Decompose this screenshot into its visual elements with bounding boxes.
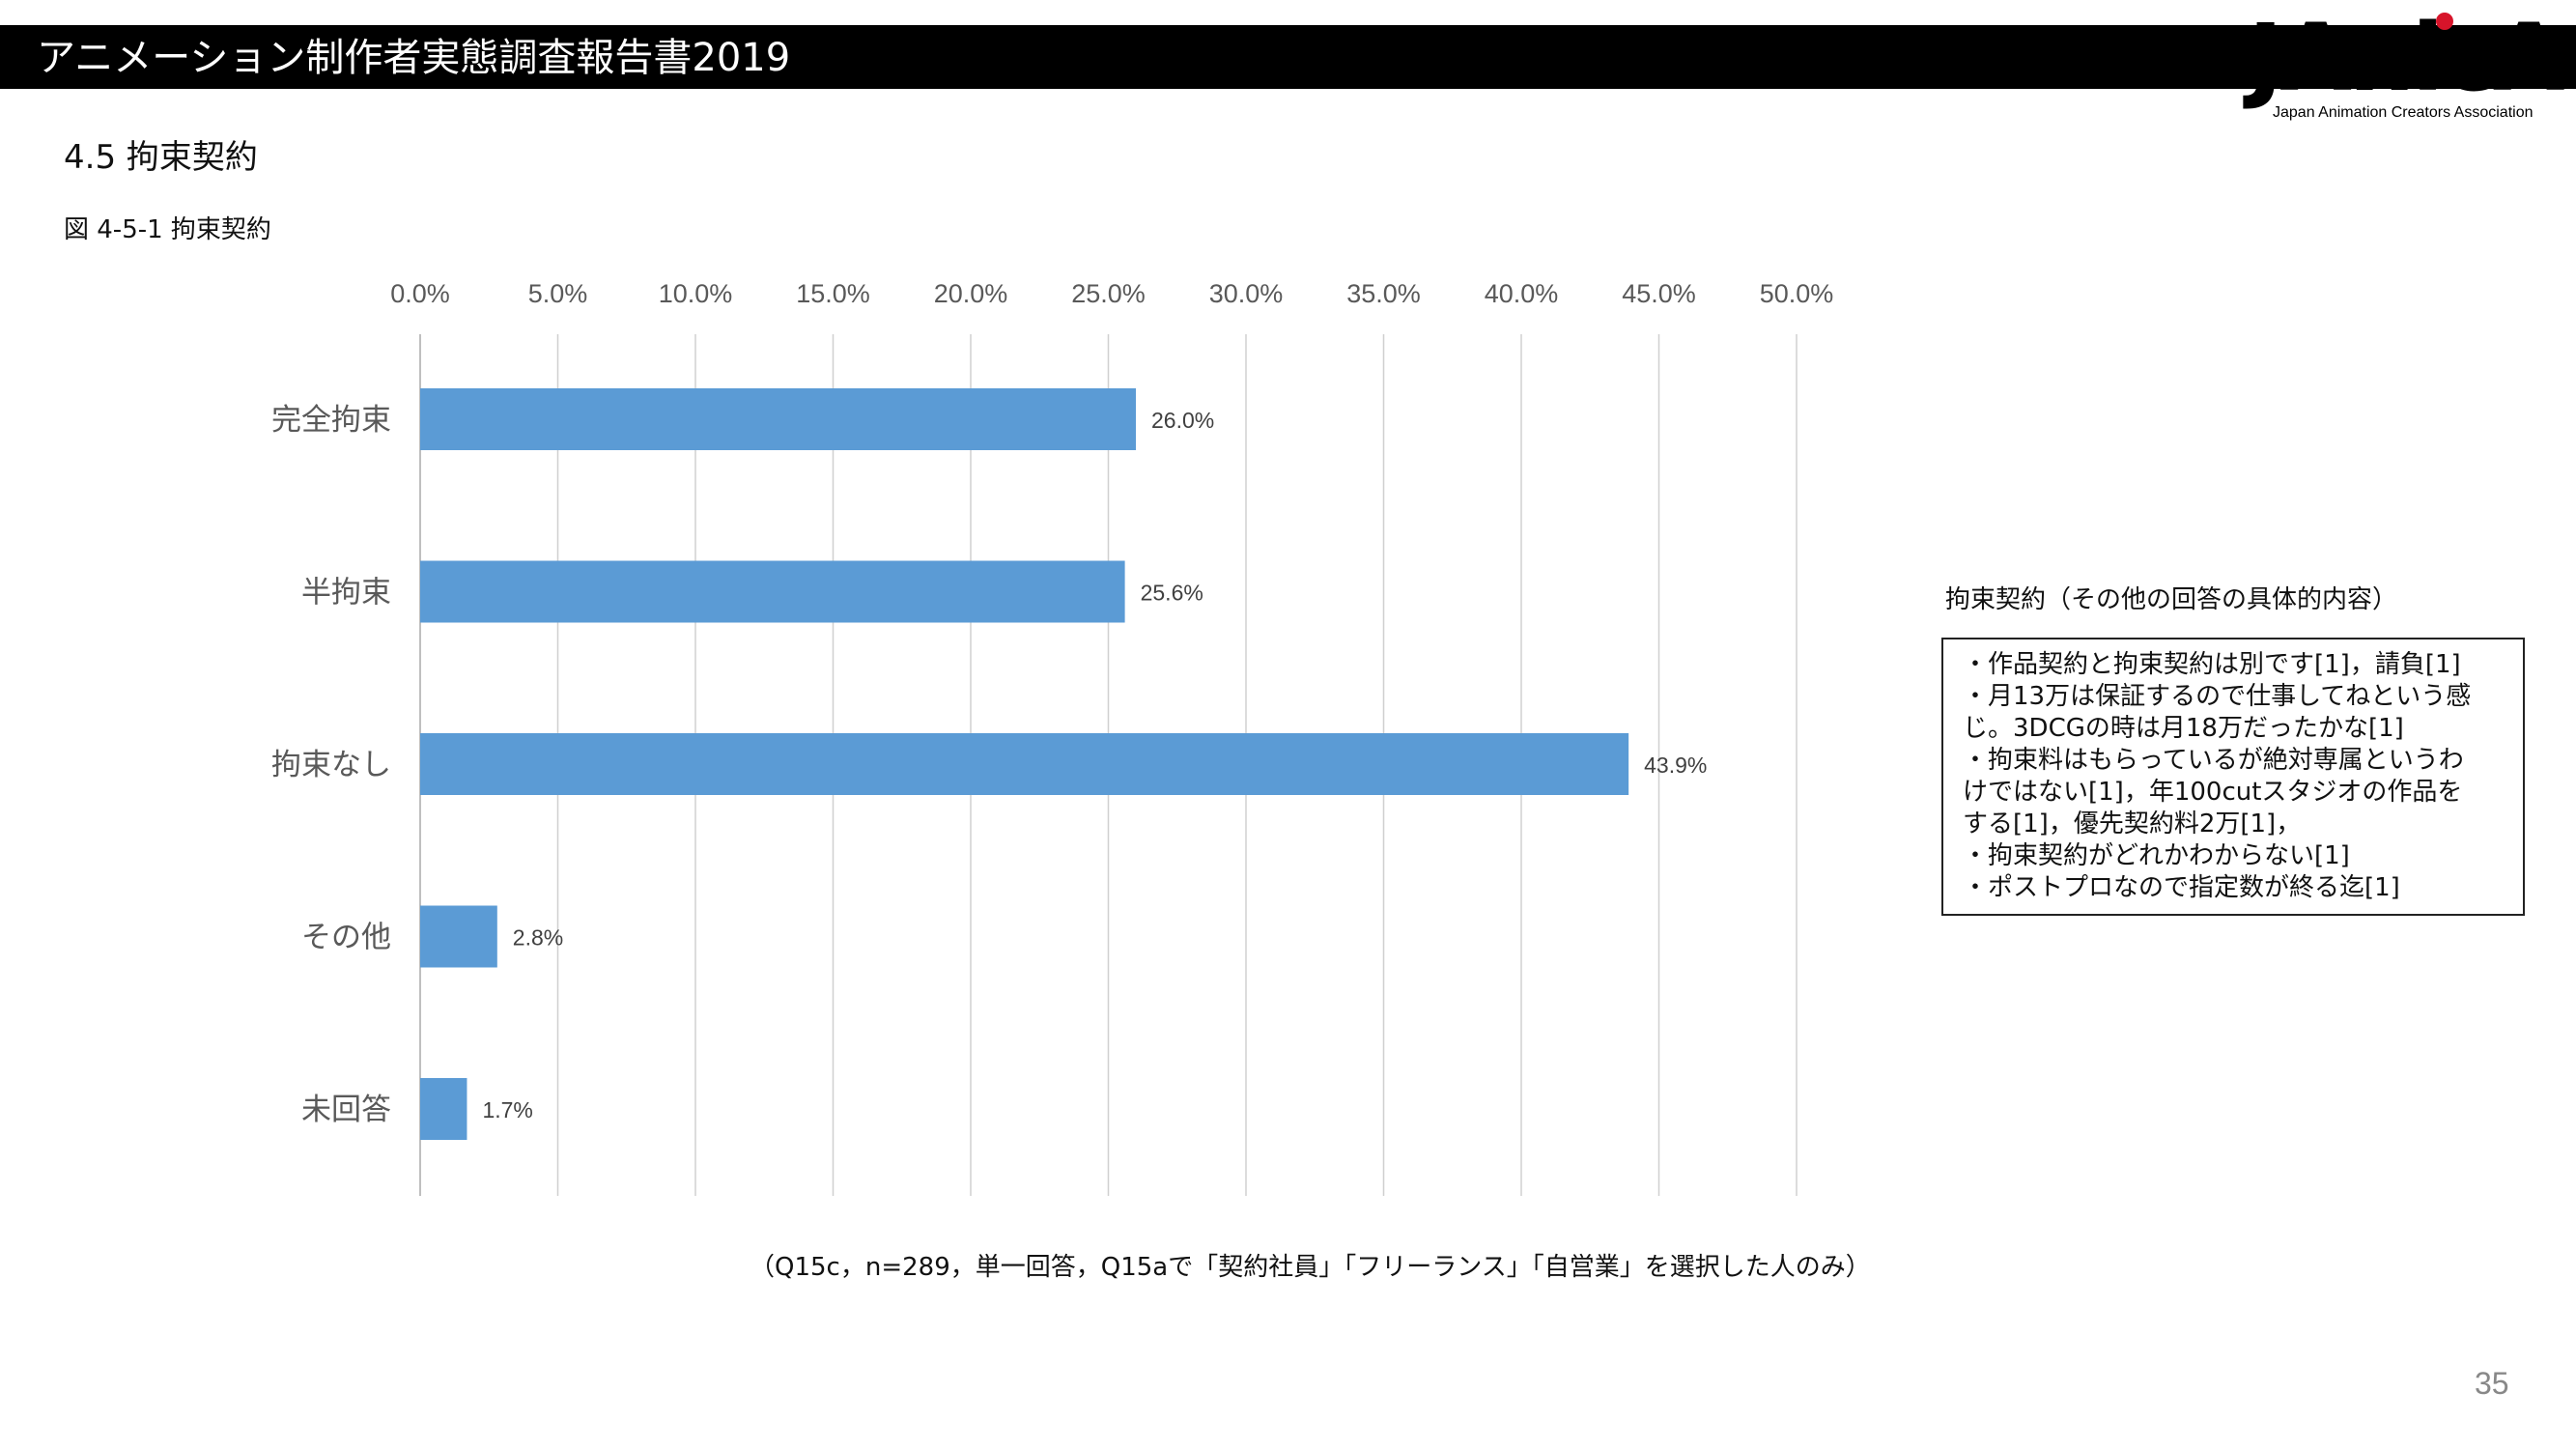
other-answer-line: ・月13万は保証するので仕事してねという感 xyxy=(1963,682,2472,711)
category-label: 半拘束 xyxy=(301,576,391,610)
data-label: 2.8% xyxy=(513,925,563,951)
other-answer-line: ・拘束料はもらっているが絶対専属というわ xyxy=(1963,746,2464,775)
page-number: 35 xyxy=(2475,1366,2509,1401)
data-label: 26.0% xyxy=(1151,408,1214,433)
other-answers-title: 拘束契約（その他の回答の具体的内容） xyxy=(1945,585,2398,614)
data-label: 25.6% xyxy=(1141,581,1203,606)
logo-subtitle: Japan Animation Creators Association xyxy=(2273,104,2534,121)
other-answers-box: ・作品契約と拘束契約は別です[1]，請負[1] ・月13万は保証するので仕事してね… xyxy=(1941,638,2525,916)
other-answer-line: ・ポストプロなので指定数が終る迄[1] xyxy=(1963,873,2400,902)
other-answer-line: する[1]，優先契約料2万[1]， xyxy=(1963,810,2302,838)
bar xyxy=(420,560,1125,623)
logo-red-dot-icon xyxy=(2436,13,2453,30)
survey-footnote: （Q15c，n=289，単一回答，Q15aで「契約社員」「フリーランス」「自営業… xyxy=(750,1253,1871,1282)
data-label: 1.7% xyxy=(482,1097,532,1122)
header-bar xyxy=(0,25,2576,89)
category-label: 拘束なし xyxy=(271,748,391,781)
x-tick-label: 35.0% xyxy=(1346,279,1421,308)
category-label: その他 xyxy=(301,921,391,954)
other-answer-line: けではない[1]，年100cutスタジオの作品を xyxy=(1963,778,2463,807)
data-label: 43.9% xyxy=(1644,753,1707,778)
x-tick-label: 30.0% xyxy=(1209,279,1284,308)
x-tick-label: 40.0% xyxy=(1485,279,1559,308)
bar xyxy=(420,1078,467,1140)
x-tick-label: 5.0% xyxy=(528,279,588,308)
x-tick-label: 25.0% xyxy=(1071,279,1146,308)
section-heading: 4.5 拘束契約 xyxy=(64,138,258,177)
x-tick-label: 50.0% xyxy=(1760,279,1834,308)
bar xyxy=(420,733,1629,795)
janica-logo: JAnicA Japan Animation Creators Associat… xyxy=(2246,8,2564,124)
other-answer-line: ・拘束契約がどれかわからない[1] xyxy=(1963,841,2350,870)
other-answer-line: ・作品契約と拘束契約は別です[1]，請負[1] xyxy=(1963,650,2461,679)
logo-wordmark: JAnicA xyxy=(2248,4,2564,112)
x-tick-label: 0.0% xyxy=(390,279,450,308)
bar xyxy=(420,388,1136,450)
report-title: アニメーション制作者実態調査報告書2019 xyxy=(37,36,791,80)
bar xyxy=(420,905,497,968)
figure-caption: 図 4-5-1 拘束契約 xyxy=(64,215,271,244)
other-answer-line: じ。3DCGの時は月18万だったかな[1] xyxy=(1963,714,2404,743)
category-label: 完全拘束 xyxy=(271,403,391,437)
x-tick-label: 45.0% xyxy=(1622,279,1696,308)
category-label: 未回答 xyxy=(301,1093,391,1126)
x-tick-label: 20.0% xyxy=(934,279,1008,308)
x-tick-label: 15.0% xyxy=(796,279,870,308)
x-tick-label: 10.0% xyxy=(659,279,733,308)
